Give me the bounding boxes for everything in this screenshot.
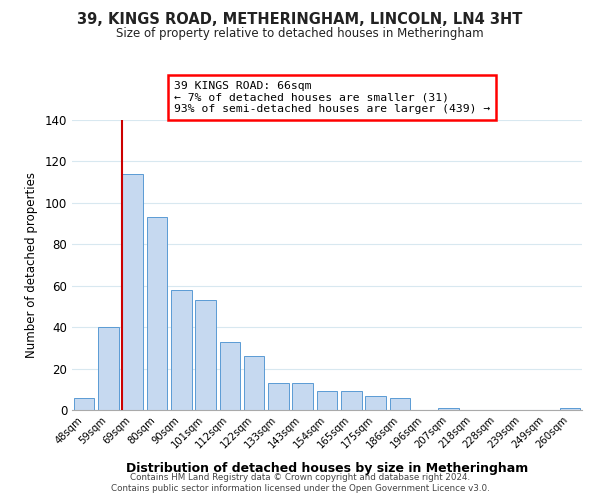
Bar xyxy=(365,396,386,410)
Bar xyxy=(171,290,191,410)
Bar xyxy=(146,218,167,410)
Text: 39, KINGS ROAD, METHERINGHAM, LINCOLN, LN4 3HT: 39, KINGS ROAD, METHERINGHAM, LINCOLN, L… xyxy=(77,12,523,28)
Bar xyxy=(317,392,337,410)
Text: Contains HM Land Registry data © Crown copyright and database right 2024.: Contains HM Land Registry data © Crown c… xyxy=(130,472,470,482)
Text: 39 KINGS ROAD: 66sqm
← 7% of detached houses are smaller (31)
93% of semi-detach: 39 KINGS ROAD: 66sqm ← 7% of detached ho… xyxy=(174,81,490,114)
Bar xyxy=(195,300,216,410)
Bar xyxy=(244,356,265,410)
Bar xyxy=(292,383,313,410)
Bar xyxy=(98,327,119,410)
Y-axis label: Number of detached properties: Number of detached properties xyxy=(25,172,38,358)
X-axis label: Distribution of detached houses by size in Metheringham: Distribution of detached houses by size … xyxy=(126,462,528,474)
Bar xyxy=(74,398,94,410)
Bar xyxy=(341,392,362,410)
Text: Size of property relative to detached houses in Metheringham: Size of property relative to detached ho… xyxy=(116,28,484,40)
Bar xyxy=(268,383,289,410)
Text: Contains public sector information licensed under the Open Government Licence v3: Contains public sector information licen… xyxy=(110,484,490,493)
Bar xyxy=(122,174,143,410)
Bar xyxy=(389,398,410,410)
Bar xyxy=(560,408,580,410)
Bar xyxy=(220,342,240,410)
Bar xyxy=(438,408,459,410)
